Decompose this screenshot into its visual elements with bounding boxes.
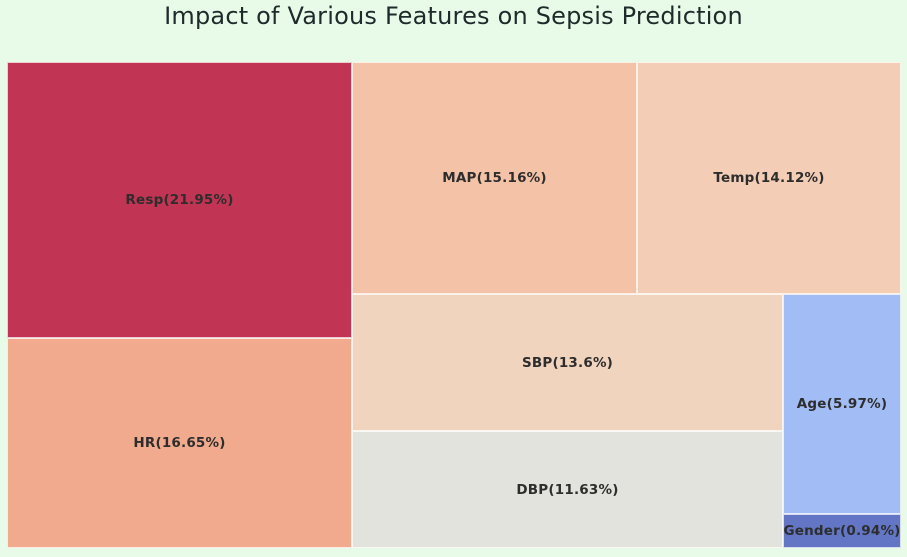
- tile-label-age: Age(5.97%): [796, 396, 888, 412]
- tile-label-hr: HR(16.65%): [133, 435, 226, 451]
- treemap-tile-map: MAP(15.16%): [352, 62, 637, 294]
- chart-title: Impact of Various Features on Sepsis Pre…: [164, 2, 743, 30]
- treemap-tile-age: Age(5.97%): [783, 294, 901, 514]
- tile-label-map: MAP(15.16%): [442, 170, 547, 186]
- treemap-canvas: Resp(21.95%) HR(16.65%) MAP(15.16%) Temp(14…: [7, 62, 901, 548]
- treemap-tile-gender: Gender(0.94%): [783, 514, 901, 548]
- treemap-tile-resp: Resp(21.95%): [7, 62, 352, 338]
- treemap-tile-dbp: DBP(11.63%): [352, 431, 783, 548]
- tile-label-sbp: SBP(13.6%): [521, 354, 614, 371]
- treemap-tile-temp: Temp(14.12%): [637, 62, 901, 294]
- tile-label-resp: Resp(21.95%): [125, 192, 234, 208]
- treemap-tile-hr: HR(16.65%): [7, 338, 352, 548]
- tile-label-gender: Gender(0.94%): [783, 523, 901, 539]
- treemap-tile-sbp: SBP(13.6%): [352, 294, 783, 431]
- tile-label-temp: Temp(14.12%): [713, 170, 825, 186]
- tile-label-dbp: DBP(11.63%): [516, 481, 619, 498]
